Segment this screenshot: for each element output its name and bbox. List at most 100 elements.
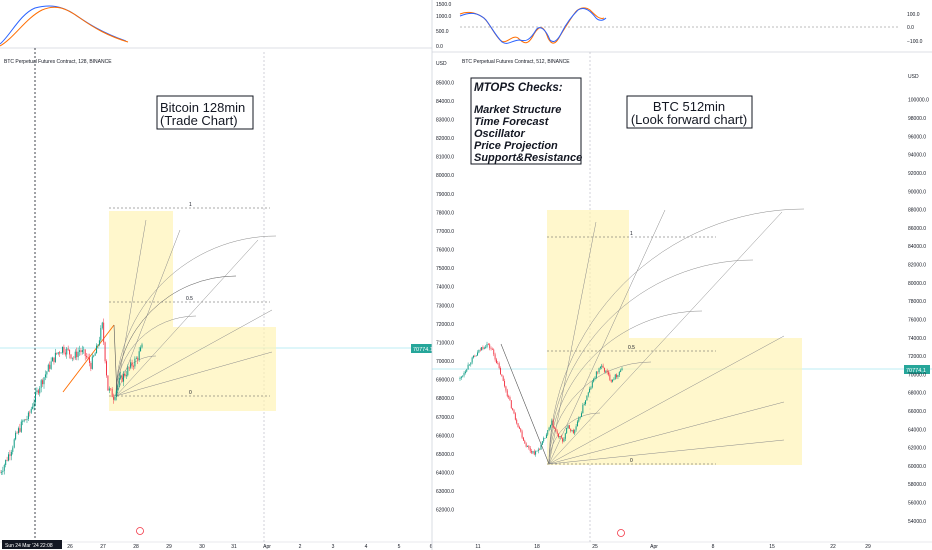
candle-body (131, 362, 133, 367)
candle-body (15, 432, 17, 440)
left-event-marker[interactable] (136, 527, 144, 535)
candle-body (84, 349, 86, 357)
right-time-box-2 (629, 338, 802, 465)
candle-body (549, 425, 551, 428)
left-price-tag (411, 344, 432, 353)
right-annotation-line-1: BTC 512min (653, 99, 725, 114)
right-time-box-1 (547, 210, 629, 465)
candle-body (50, 361, 52, 369)
right-price-tag (904, 365, 930, 374)
checklist-item-4: Price Projection (474, 140, 558, 152)
candle-body (134, 358, 136, 367)
candle-body (79, 350, 81, 352)
candle-body (61, 346, 63, 353)
candle-body (10, 451, 12, 456)
checklist-item-1: Market Structure (474, 104, 561, 116)
candle-body (506, 390, 508, 397)
x-tick-label: 5 (398, 544, 401, 550)
right-event-marker[interactable] (617, 529, 625, 537)
candle-body (466, 369, 468, 372)
candle-body (19, 428, 21, 432)
candle-body (25, 419, 27, 421)
x-tick-label: 15 (769, 544, 775, 550)
candle-body (529, 447, 531, 452)
candle-body (16, 432, 18, 434)
y-tick-label: 83000.0 (436, 117, 454, 123)
candle-body (491, 349, 493, 350)
candle-body (591, 381, 593, 388)
candle-body (602, 365, 604, 368)
candle-body (516, 419, 518, 424)
left-candles (0, 318, 143, 475)
candle-body (40, 380, 42, 388)
candle-body (585, 400, 587, 405)
candle-body (547, 430, 549, 435)
right-price-tag-text: 70774.1 (906, 368, 926, 374)
y-tick-label: 65000.0 (436, 452, 454, 458)
left-x-axis: 26 27 28 29 30 31 Apr 2 3 4 5 6 (67, 544, 432, 550)
candle-body (69, 349, 71, 355)
candle-body (49, 364, 51, 369)
y-tick-label: 70000.0 (436, 359, 454, 365)
candle-body (574, 429, 576, 434)
y-tick-label: 78000.0 (436, 210, 454, 216)
checklist-box (470, 77, 582, 165)
candle-body (495, 359, 497, 364)
candle-body (26, 419, 28, 421)
candle-body (481, 347, 483, 351)
candle-body (121, 375, 123, 382)
candle-body (67, 348, 69, 350)
candle-body (502, 376, 504, 381)
y-tick-label: 82000.0 (436, 136, 454, 142)
y-tick-label: 78000.0 (908, 299, 926, 305)
candle-body (32, 406, 34, 409)
candle-body (86, 356, 88, 358)
y-tick-label: 71000.0 (436, 340, 454, 346)
x-tick-label: 25 (592, 544, 598, 550)
candle-body (125, 375, 127, 377)
x-tick-label: Apr (650, 544, 658, 550)
right-x-axis: 11 18 25 Apr 8 15 22 29 (475, 544, 871, 550)
candle-body (598, 368, 600, 373)
left-fib-label-05: 0.5 (186, 296, 193, 302)
candle-body (559, 436, 561, 437)
left-time-box-1 (109, 211, 173, 411)
candle-body (459, 377, 461, 379)
y-tick-label: 64000.0 (908, 427, 926, 433)
candle-body (464, 371, 466, 373)
candle-body (568, 425, 570, 429)
candle-body (88, 357, 90, 363)
candle-body (543, 438, 545, 442)
y-tick-label: 75000.0 (436, 266, 454, 272)
y-tick-label: 67000.0 (436, 415, 454, 421)
candle-body (564, 433, 566, 439)
candle-body (110, 388, 112, 390)
candle-body (20, 421, 22, 432)
left-time-box-2 (173, 327, 276, 411)
candle-body (599, 366, 601, 369)
y-tick-label: 76000.0 (436, 248, 454, 254)
left-annotation-box (156, 95, 254, 130)
candle-body (54, 352, 56, 363)
candle-body (483, 347, 485, 349)
candle-body (517, 423, 519, 427)
candle-body (587, 392, 589, 396)
candle-body (563, 438, 565, 442)
candle-body (510, 400, 512, 409)
y-tick-label: 90000.0 (908, 189, 926, 195)
candle-body (2, 470, 4, 473)
y-tick-label: 79000.0 (436, 192, 454, 198)
candle-body (101, 322, 103, 328)
right-annotation-box (626, 95, 753, 129)
candle-body (605, 370, 607, 372)
candle-body (477, 352, 479, 356)
candle-body (63, 346, 65, 353)
candle-body (56, 352, 58, 354)
candle-body (93, 355, 95, 357)
y-axis-unit-1: USD (908, 74, 919, 80)
right-fib-label-05: 0.5 (628, 345, 635, 351)
checklist-title: MTOPS Checks: (474, 82, 563, 94)
left-price-tag-text: 70774.1 (413, 347, 433, 353)
candle-body (83, 349, 85, 351)
y-tick-label: 77000.0 (436, 229, 454, 235)
